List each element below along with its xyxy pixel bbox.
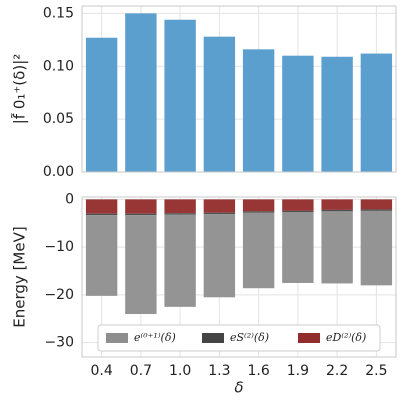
x-tick-label: 1.3 <box>208 363 230 379</box>
bar <box>242 49 275 172</box>
bar <box>282 55 314 172</box>
bar <box>360 53 393 172</box>
legend-label: eD⁽²⁾(δ) <box>326 331 366 344</box>
y-tick-label: 0.15 <box>43 5 74 21</box>
bar-segment <box>321 209 353 212</box>
x-tick-label: 1.0 <box>169 363 191 379</box>
y-tick-label: −10 <box>44 239 74 255</box>
bar-segment <box>164 199 196 214</box>
bar-segment <box>360 210 393 286</box>
y-axis-label: |f̃ 0₁⁺(δ)|² <box>10 54 29 125</box>
bar-segment <box>242 211 275 213</box>
y-tick-label: 0.00 <box>43 164 74 180</box>
bar-segment <box>282 210 314 213</box>
bar-segment <box>282 199 314 211</box>
bar-segment <box>321 211 353 284</box>
x-tick-label: 0.4 <box>90 363 112 379</box>
x-tick-label: 1.9 <box>287 363 309 379</box>
y-tick-label: 0.05 <box>43 111 74 127</box>
bar-segment <box>203 214 236 298</box>
legend-box <box>97 324 381 352</box>
bar-segment <box>85 215 118 296</box>
bar <box>164 19 196 172</box>
bar-segment <box>360 209 393 211</box>
x-tick-label: 2.2 <box>326 363 348 379</box>
bar-segment <box>164 213 196 215</box>
bar-segment <box>85 213 118 216</box>
frame <box>81 196 397 358</box>
x-tick-label: 1.6 <box>247 363 269 379</box>
legend-label: e⁽⁰⁺¹⁾(δ) <box>134 331 176 344</box>
bar-segment <box>360 199 393 210</box>
y-tick-label: −30 <box>44 335 74 351</box>
bar <box>85 37 118 173</box>
bar-segment <box>321 199 353 210</box>
bar <box>125 13 157 172</box>
bar-segment <box>164 214 196 307</box>
bar-segment <box>125 215 157 315</box>
legend-swatch <box>298 333 320 343</box>
x-axis-label: δ <box>234 379 243 397</box>
bar-segment <box>203 212 236 215</box>
bar-segment <box>125 199 157 214</box>
bar-segment <box>203 199 236 213</box>
bar-segment <box>242 212 275 289</box>
y-tick-label: −20 <box>44 287 74 303</box>
bar-segment <box>242 199 275 212</box>
y-tick-label: 0 <box>65 191 74 207</box>
x-tick-label: 0.7 <box>130 363 152 379</box>
legend-swatch <box>202 333 224 343</box>
y-axis-label: Energy [MeV] <box>11 226 29 327</box>
bar-segment <box>85 199 118 214</box>
frame <box>81 5 397 173</box>
bar-segment <box>282 212 314 283</box>
legend-swatch <box>106 333 128 343</box>
bar-segment <box>125 213 157 216</box>
legend-label: eS⁽²⁾(δ) <box>230 331 269 344</box>
y-tick-label: 0.10 <box>43 58 74 74</box>
bar <box>203 36 236 173</box>
bar <box>321 56 353 173</box>
x-tick-label: 2.5 <box>365 363 387 379</box>
